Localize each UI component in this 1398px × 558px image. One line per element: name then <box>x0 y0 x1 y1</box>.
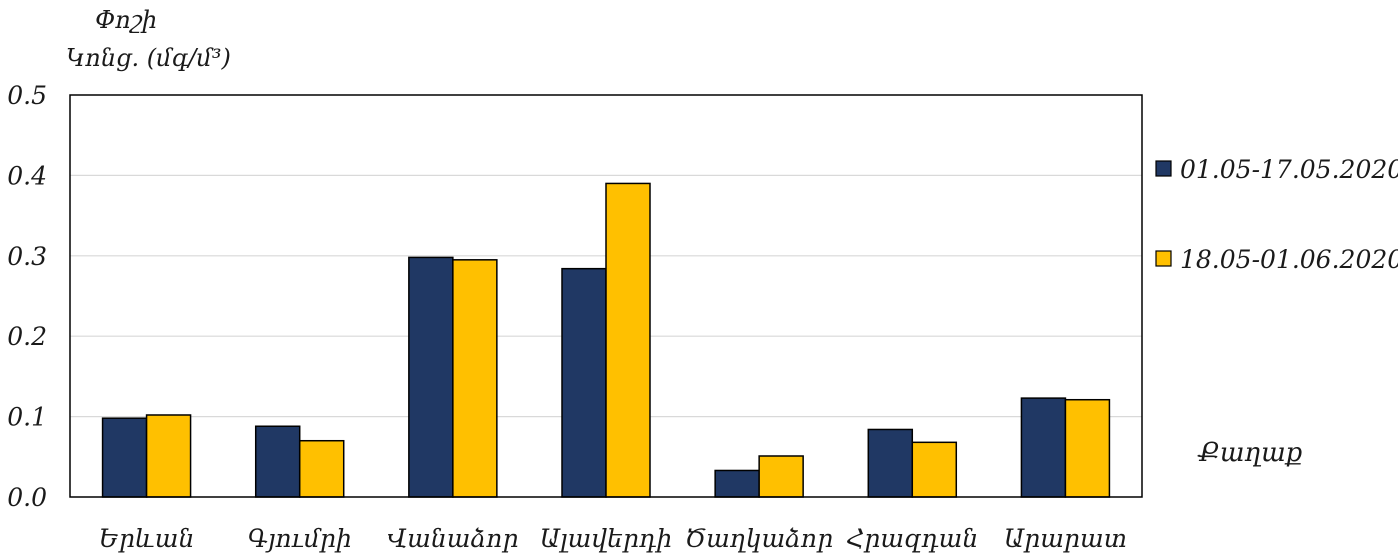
bar-1 <box>254 425 301 498</box>
bar-2 <box>452 259 498 498</box>
x-tick-labels: Երևան Գյումրի Վանաձոր Ալավերդի Ծաղկաձոր Հրազդ… <box>99 524 1127 553</box>
y-tick-label: 0.4 <box>7 161 47 190</box>
y-tick-label: 0.0 <box>7 483 47 512</box>
bar-2 <box>1064 398 1111 498</box>
legend-swatch <box>1155 160 1172 177</box>
bar-2 <box>298 439 345 498</box>
legend-label: 18.05-01.06.2020 <box>1180 245 1398 274</box>
x-axis-label: Քաղաք <box>1197 438 1302 468</box>
bar-1 <box>101 417 148 498</box>
x-tick-label: Հրազդան <box>846 524 978 553</box>
legend-label: 01.05-17.05.2020 <box>1180 155 1398 184</box>
legend-swatch <box>1155 250 1172 267</box>
x-tick-label: Ալավերդի <box>540 524 672 553</box>
x-tick-label: Վանաձոր <box>387 524 518 553</box>
y-tick-label: 0.1 <box>7 403 47 432</box>
bar-1 <box>867 428 914 498</box>
bar-1 <box>1020 397 1067 498</box>
x-tick-label: Արարատ <box>1004 524 1127 553</box>
y-tick-label: 0.2 <box>7 322 47 351</box>
bar-1 <box>714 469 760 498</box>
y-tick-label: 0.3 <box>7 242 47 271</box>
bar-2 <box>911 441 958 498</box>
y-tick-label: 0.5 <box>7 81 47 110</box>
y-axis-label-line2: Կոնց. (մգ/մ³) <box>66 44 231 72</box>
y-tick-labels: 0.0 0.1 0.2 0.3 0.4 0.5 <box>7 81 47 512</box>
bar-2 <box>758 455 804 498</box>
bar-2 <box>145 414 192 498</box>
bars <box>101 182 1111 498</box>
bar-2 <box>605 182 651 498</box>
x-tick-label: Երևան <box>99 524 195 553</box>
legend: 01.05-17.05.2020 18.05-01.06.2020 <box>1155 155 1398 274</box>
x-tick-label: Գյումրի <box>248 524 352 553</box>
bar-1 <box>408 256 454 498</box>
y-axis-label-line1: Փոշի <box>95 6 157 34</box>
plot-frame <box>69 94 1143 498</box>
x-tick-label: Ծաղկաձոր <box>685 524 833 553</box>
bar-1 <box>561 267 607 498</box>
